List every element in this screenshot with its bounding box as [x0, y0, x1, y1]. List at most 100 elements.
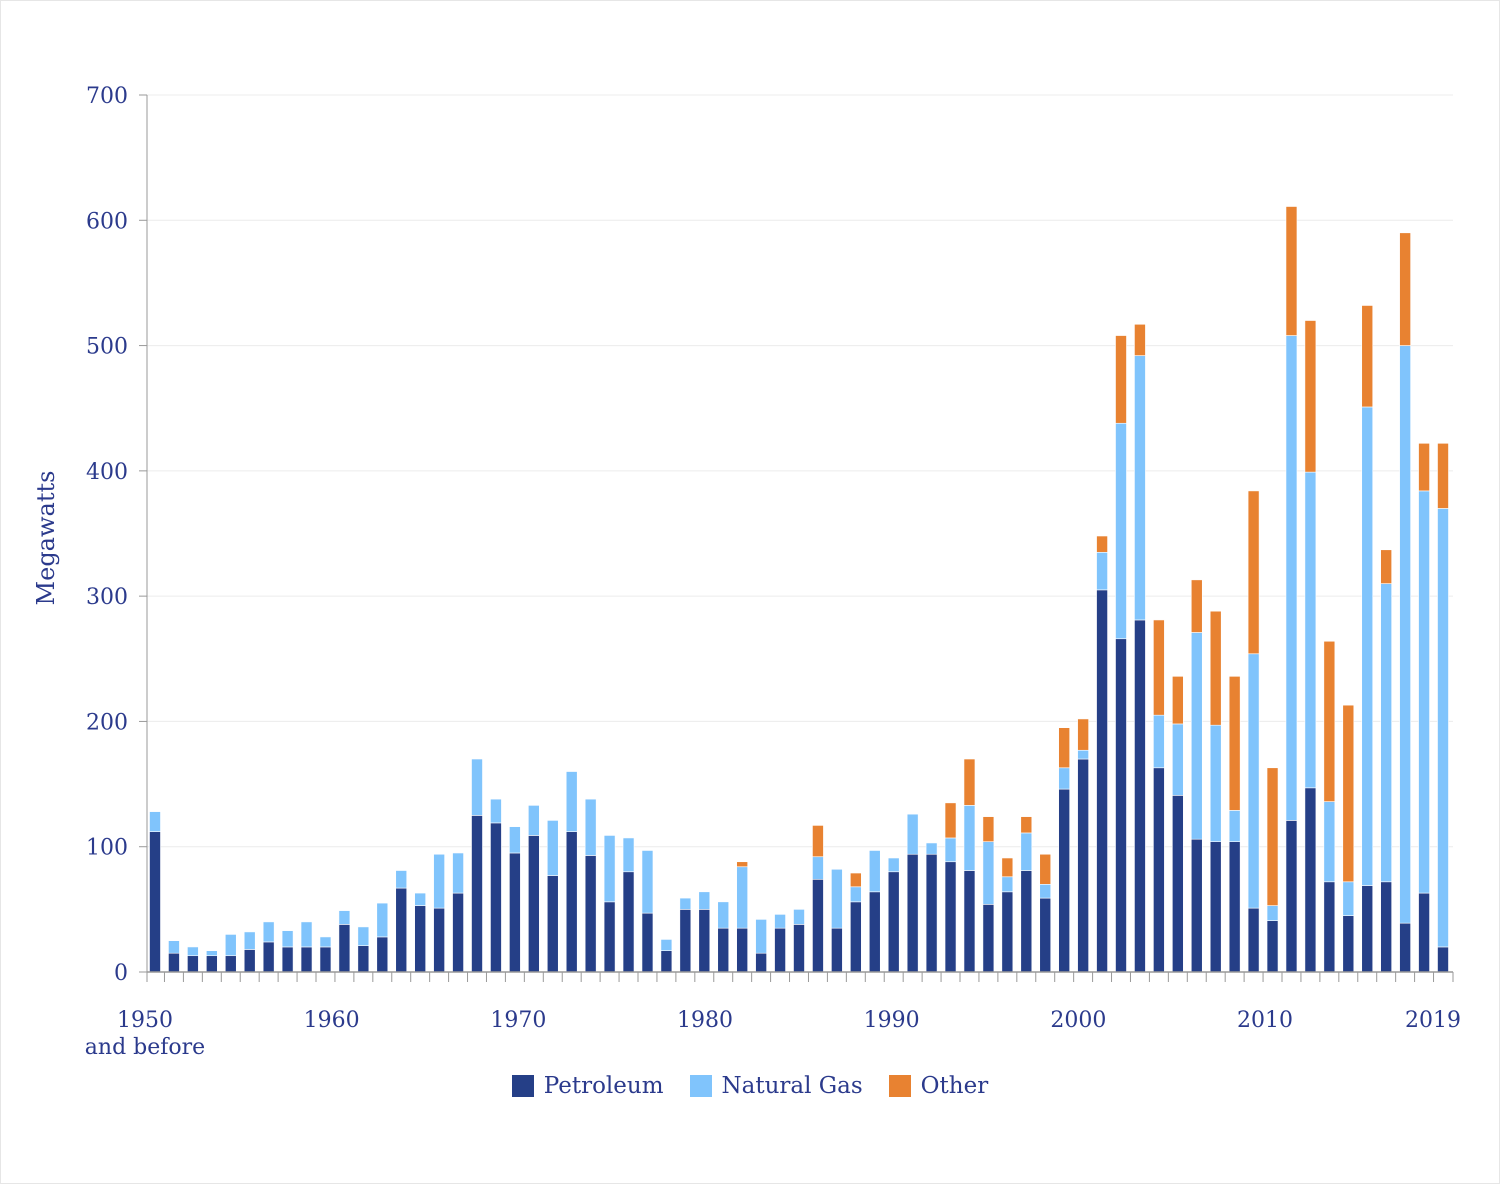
x-tick-label: 2000 — [1050, 1008, 1106, 1033]
y-axis-title: Megawatts — [32, 471, 60, 606]
bar-segment-natural-gas — [471, 758, 483, 816]
bar-segment-petroleum — [1361, 885, 1374, 973]
bar-segment-natural-gas — [1247, 653, 1260, 909]
x-tick-label: 1950 — [117, 1008, 173, 1033]
bar-segment-petroleum — [603, 901, 616, 973]
bar-segment-natural-gas — [1285, 335, 1298, 821]
bar-segment-natural-gas — [982, 841, 995, 905]
bar-segment-petroleum — [812, 878, 824, 973]
bar-segment-natural-gas — [963, 805, 976, 871]
bar-segment-natural-gas — [149, 811, 161, 832]
bar-segment-other — [1247, 490, 1260, 655]
bar-segment-natural-gas — [774, 914, 786, 929]
bar-segment-natural-gas — [546, 820, 559, 876]
y-tick-label: 600 — [86, 209, 128, 234]
legend-label-petroleum: Petroleum — [543, 1073, 664, 1099]
bar-segment-petroleum — [1077, 758, 1089, 973]
bar-segment-petroleum — [736, 927, 748, 973]
bar-segment-petroleum — [565, 831, 578, 973]
bar-segment-petroleum — [168, 952, 180, 973]
bar-segment-other — [982, 816, 995, 843]
bar-segment-petroleum — [831, 927, 843, 973]
legend: Petroleum Natural Gas Other — [0, 1073, 1500, 1099]
bar-segment-natural-gas — [168, 940, 180, 954]
bar-segment-petroleum — [925, 853, 938, 973]
bar-segment-other — [1153, 619, 1165, 716]
bar-segment-petroleum — [243, 949, 256, 973]
bar-segment-petroleum — [906, 853, 919, 973]
bar-segment-natural-gas — [603, 835, 616, 903]
bar-segment-natural-gas — [300, 921, 313, 948]
bar-segment-other — [1172, 676, 1184, 725]
bar-segment-petroleum — [149, 831, 161, 973]
x-tick-label-sub: and before — [85, 1035, 205, 1060]
y-tick-label: 700 — [86, 84, 128, 109]
bar-segment-natural-gas — [1172, 723, 1184, 796]
bar-segment-natural-gas — [755, 919, 767, 954]
bar-segment-petroleum — [982, 904, 995, 973]
bar-segment-other — [1361, 305, 1374, 408]
bar-segment-petroleum — [546, 875, 559, 973]
bar-segment-natural-gas — [1361, 406, 1374, 886]
bar-segment-other — [1001, 857, 1014, 878]
bar-segment-natural-gas — [1020, 832, 1033, 871]
bar-segment-natural-gas — [717, 901, 730, 929]
bar-segment-natural-gas — [1115, 422, 1127, 640]
legend-swatch-other — [888, 1075, 911, 1097]
bar-segment-other — [1134, 323, 1146, 356]
bar-segment-natural-gas — [812, 856, 824, 880]
bar-segment-other — [850, 872, 862, 888]
legend-label-natural-gas: Natural Gas — [721, 1073, 863, 1099]
bar-segment-petroleum — [622, 871, 635, 973]
bar-segment-other — [1304, 320, 1317, 473]
bar-segment-petroleum — [1039, 897, 1052, 973]
bar-segment-natural-gas — [1096, 551, 1108, 591]
bar-segment-natural-gas — [1418, 490, 1430, 894]
bar-segment-petroleum — [1342, 915, 1355, 973]
bar-segment-petroleum — [376, 936, 389, 973]
bar-segment-petroleum — [660, 950, 673, 973]
bar-segment-natural-gas — [850, 886, 862, 903]
bar-segment-petroleum — [963, 870, 976, 973]
bar-segment-natural-gas — [1228, 810, 1241, 843]
bar-segment-natural-gas — [1190, 632, 1203, 840]
y-tick-label: 300 — [86, 585, 128, 610]
x-tick-label: 1960 — [304, 1008, 360, 1033]
bar-segment-other — [1058, 727, 1070, 769]
bar-segment-other — [1437, 442, 1449, 509]
bar-segment-natural-gas — [565, 771, 578, 832]
bar-segment-natural-gas — [1266, 905, 1279, 921]
legend-swatch-petroleum — [511, 1075, 534, 1097]
bar-segment-petroleum — [679, 909, 692, 973]
bar-segment-other — [1418, 442, 1430, 492]
bar-segment-natural-gas — [1342, 881, 1355, 916]
bar-segment-petroleum — [281, 946, 294, 973]
bar-segment-natural-gas — [1323, 801, 1336, 883]
bar-segment-natural-gas — [641, 850, 654, 914]
bar-segment-natural-gas — [224, 934, 237, 957]
bar-segment-petroleum — [774, 927, 786, 973]
bar-segment-natural-gas — [1437, 508, 1449, 948]
bar-segment-natural-gas — [1001, 876, 1014, 893]
bar-segment-other — [1285, 206, 1298, 336]
bar-segment-natural-gas — [868, 850, 881, 893]
bar-segment-natural-gas — [490, 798, 502, 824]
x-tick-label: 1990 — [864, 1008, 920, 1033]
bar-segment-petroleum — [1228, 841, 1241, 973]
bar-segment-petroleum — [1096, 589, 1108, 973]
bar-segment-petroleum — [868, 891, 881, 973]
bar-segment-petroleum — [1134, 619, 1146, 973]
bar-segment-petroleum — [641, 912, 654, 973]
bar-segment-natural-gas — [357, 926, 370, 946]
bar-segment-natural-gas — [281, 930, 294, 948]
bar-segment-petroleum — [414, 905, 426, 973]
bar-segment-petroleum — [395, 887, 408, 973]
bar-segment-petroleum — [1437, 946, 1449, 973]
x-tick-label: 1970 — [490, 1008, 546, 1033]
x-tick-label: 1980 — [677, 1008, 733, 1033]
bar-segment-petroleum — [187, 955, 199, 973]
bars — [149, 206, 1449, 973]
bar-segment-natural-gas — [509, 826, 521, 854]
